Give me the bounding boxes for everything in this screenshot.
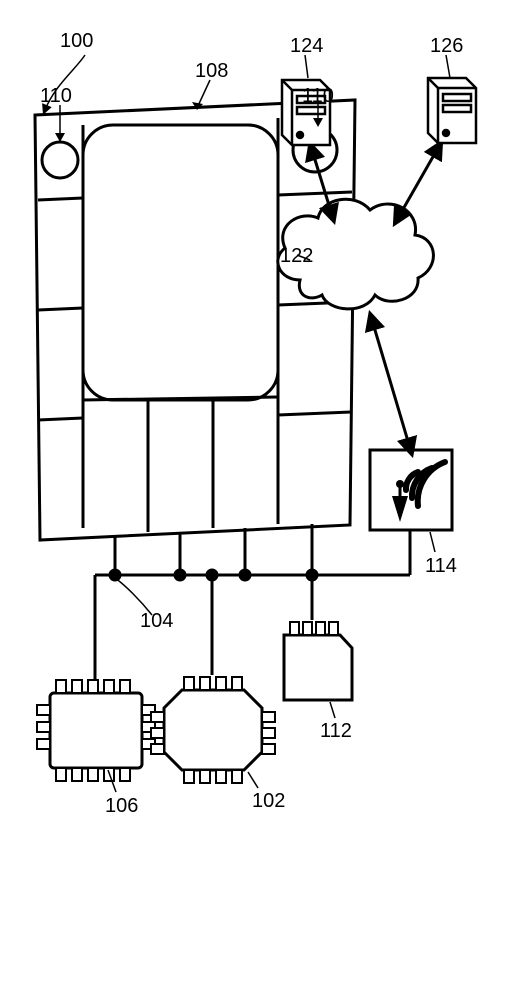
label-chip-a: 106	[105, 795, 138, 818]
label-wifi: 114	[425, 555, 457, 578]
link-wifi-cloud	[372, 320, 410, 448]
link-cloud-server-a	[312, 150, 332, 215]
label-device: 108	[195, 60, 228, 83]
label-server-b: 126	[430, 35, 463, 58]
label-speaker-r: 110	[302, 85, 334, 108]
chip-b	[151, 677, 275, 783]
label-chip-b: 102	[252, 790, 285, 813]
bus-wiring	[95, 524, 410, 680]
link-cloud-server-b	[398, 148, 438, 218]
sim-card	[284, 622, 352, 700]
label-speaker-l: 110	[40, 85, 72, 108]
device-body	[35, 100, 355, 540]
diagram-svg	[0, 0, 507, 1000]
label-cloud: 122	[280, 245, 313, 268]
wifi-module	[370, 450, 452, 530]
label-sim: 112	[320, 720, 352, 743]
label-server-a: 124	[290, 35, 323, 58]
chip-a	[37, 680, 155, 781]
server-b	[428, 78, 476, 143]
diagram-stage: 100 108 110 110 104 106 102 112 114 122 …	[0, 0, 507, 1000]
label-bus: 104	[140, 610, 173, 633]
label-assembly: 100	[60, 30, 93, 53]
